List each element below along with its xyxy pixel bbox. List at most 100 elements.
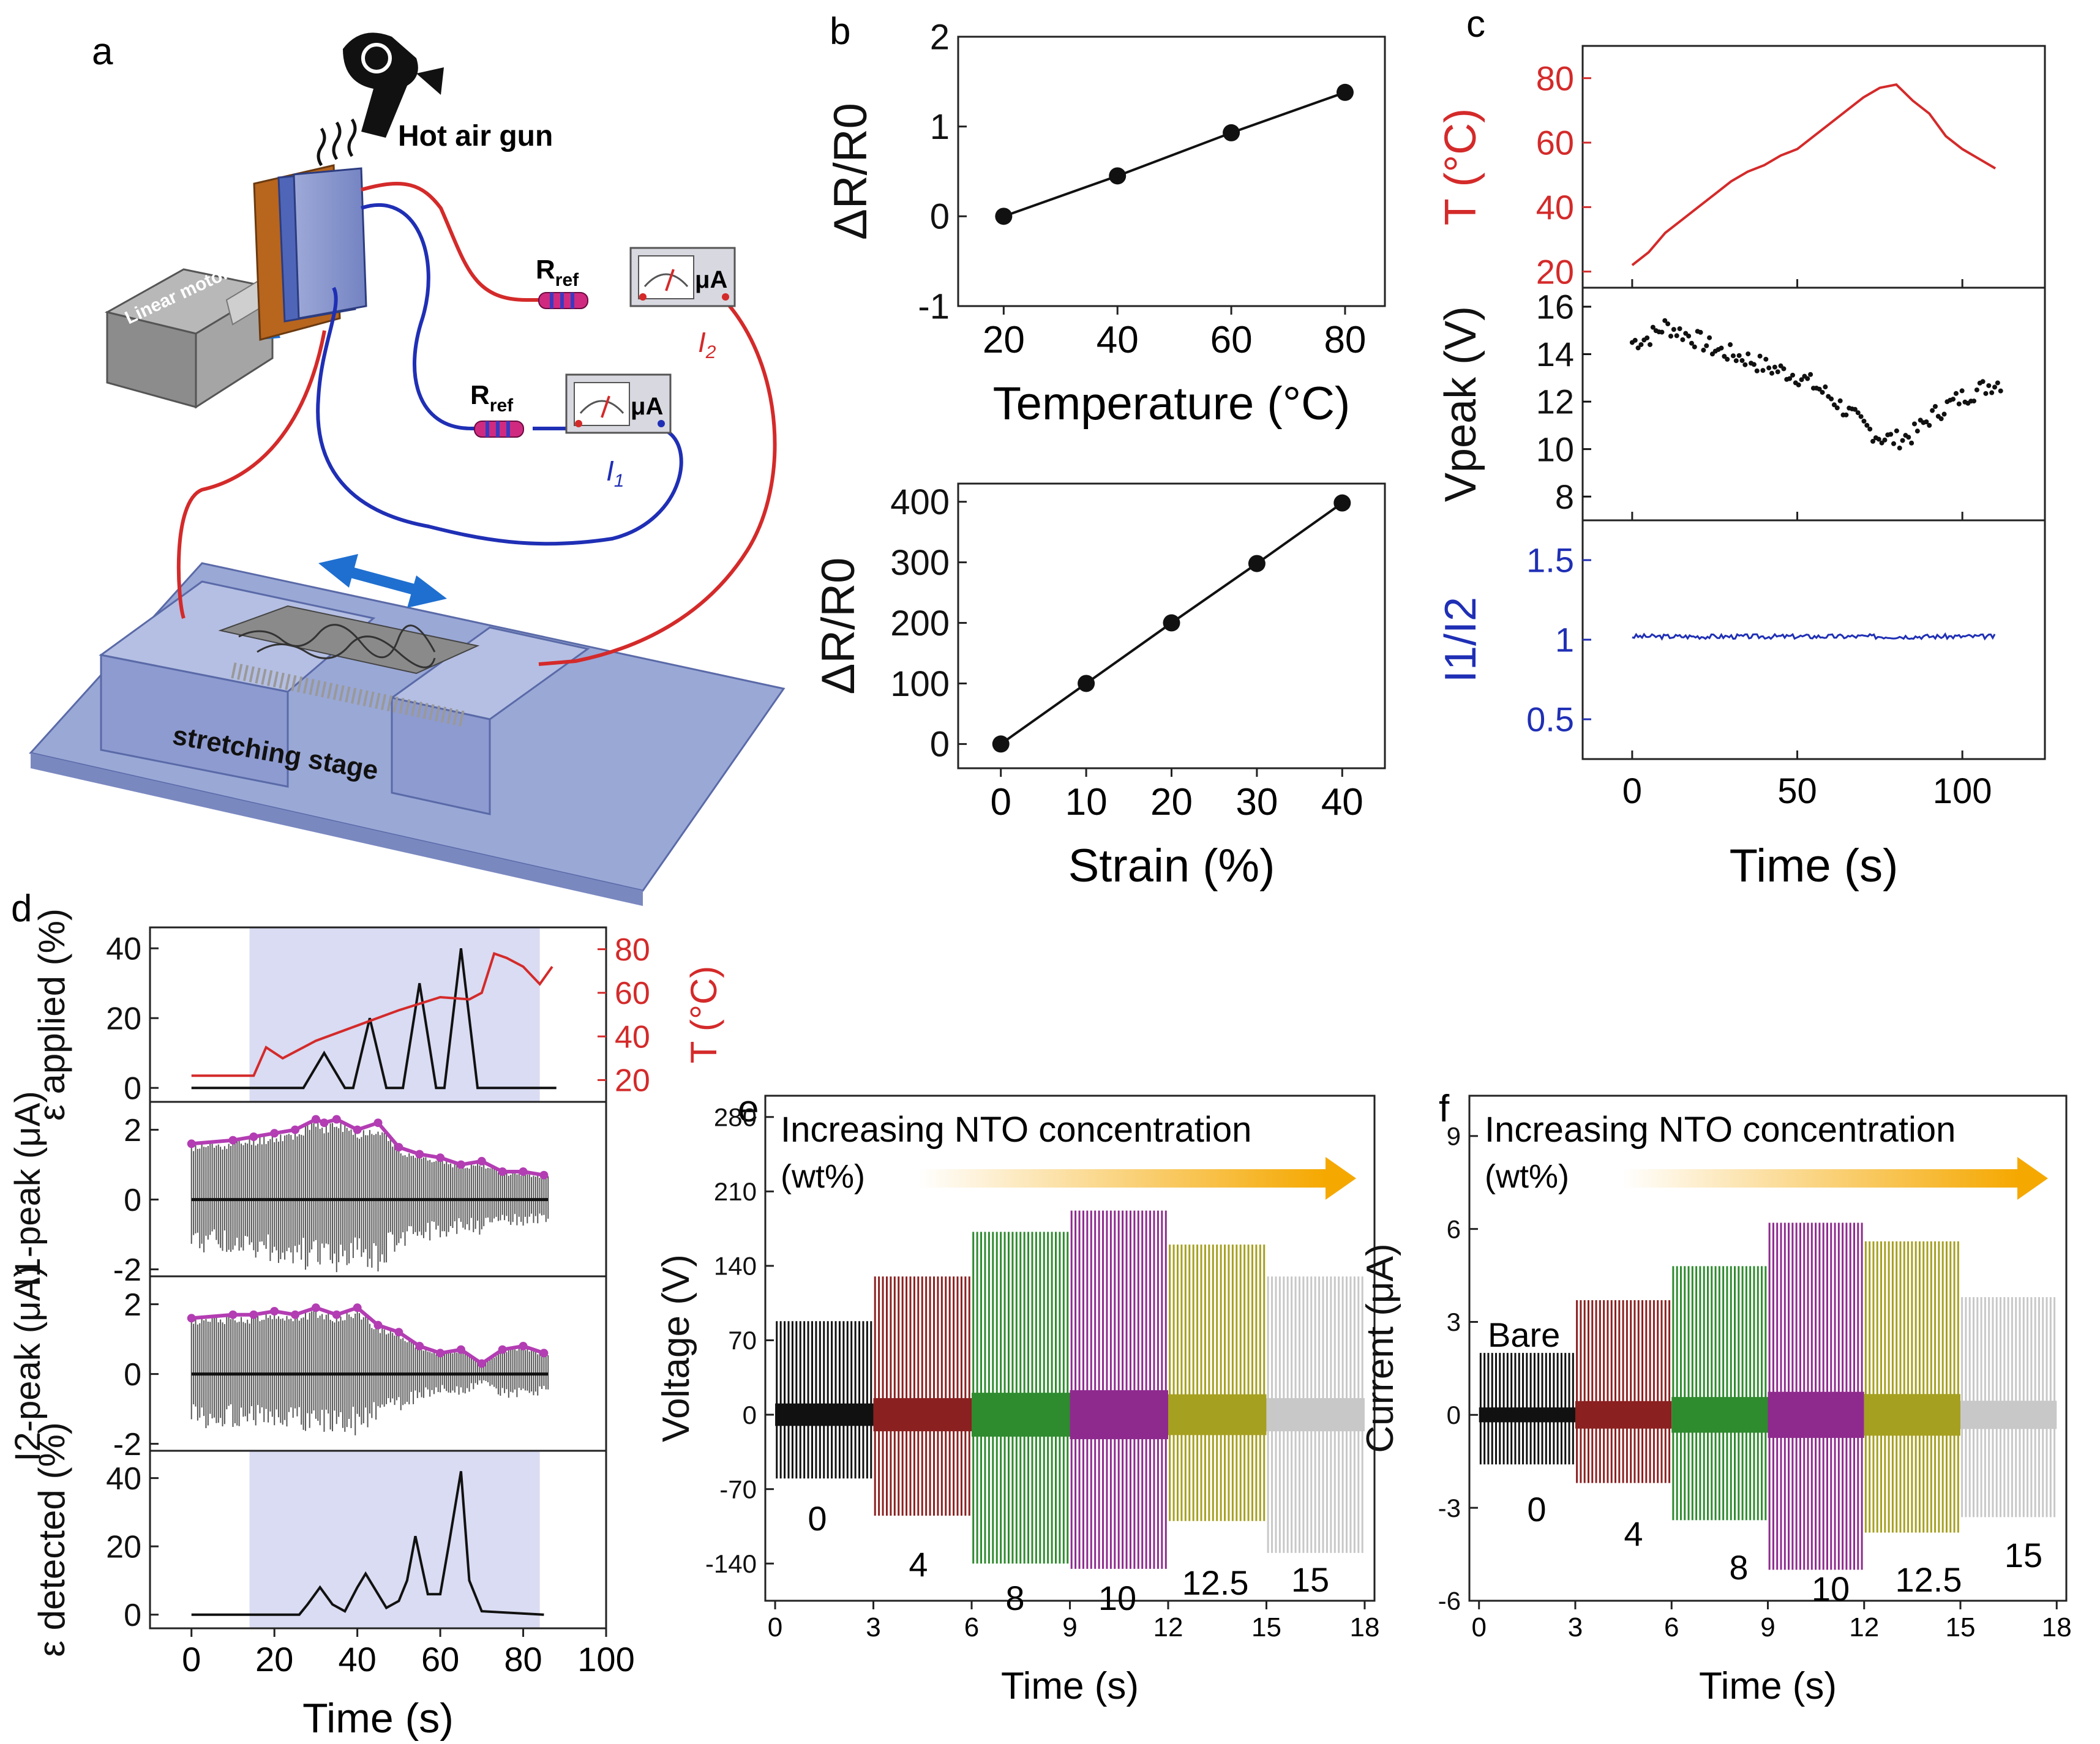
- c-vpeak-point: [1891, 441, 1897, 446]
- c-vpeak-y-tick-label: 12: [1536, 383, 1574, 421]
- e-series-label: 4: [909, 1545, 928, 1584]
- f-x-tick-label: 0: [1471, 1612, 1486, 1642]
- setup-schematic: stretching stage Linear motor Hot air gu…: [29, 32, 786, 906]
- b-top-point: [1109, 167, 1127, 185]
- panel-letter-d: d: [11, 888, 32, 930]
- e-series-label: 8: [1005, 1579, 1024, 1617]
- e-baseline-band: [1266, 1398, 1365, 1432]
- d-current-y-tick-label: 0: [124, 1357, 141, 1393]
- d-temp-y-tick-label: 60: [615, 976, 650, 1011]
- d-detected-line: [191, 1471, 544, 1616]
- c-vpeak-point: [1790, 372, 1795, 378]
- c-vpeak-point: [1644, 335, 1650, 341]
- e-y-tick-label: 0: [743, 1401, 757, 1429]
- c-vpeak-point: [1808, 372, 1813, 377]
- c-vpeak-point: [1986, 383, 1992, 388]
- c-ratio-y-tick-label: 1.5: [1526, 541, 1574, 580]
- chart-b-strain: 0 100 200 300 400 0 10 20 30 40 Strain (%) ΔR/R0: [812, 482, 1386, 892]
- c-vpeak-point: [1739, 357, 1745, 363]
- panel-letter-f: f: [1439, 1088, 1450, 1130]
- hot-air-gun-label: Hot air gun: [398, 120, 553, 152]
- c-vpeak-point: [1823, 384, 1828, 390]
- c-vpeak-point: [1680, 337, 1686, 342]
- e-x-tick-label: 15: [1251, 1612, 1281, 1642]
- d-x-tick-label: 80: [504, 1640, 542, 1679]
- c-vpeak-point: [1995, 380, 2000, 386]
- e-ylabel: Voltage (V): [655, 1254, 697, 1442]
- c-vpeak-point: [1864, 422, 1870, 428]
- e-x-tick-label: 18: [1349, 1612, 1379, 1642]
- c-vpeak-point: [1671, 327, 1676, 332]
- c-temperature-y-tick-label: 20: [1536, 252, 1574, 291]
- c-vpeak-point: [1998, 388, 2003, 394]
- e-x-tick-label: 12: [1153, 1612, 1183, 1642]
- b-bottom-y-tick-label: 0: [930, 725, 950, 765]
- c-x-tick-label: 100: [1933, 771, 1992, 811]
- plot-frame-d-detected: [149, 1450, 607, 1630]
- b-bottom-point: [1248, 555, 1266, 572]
- b-top-y-tick-label: 2: [930, 17, 950, 57]
- c-vpeak-point: [1686, 333, 1692, 339]
- f-subtitle: (wt%): [1485, 1158, 1569, 1195]
- c-vpeak-point: [1932, 403, 1938, 409]
- c-vpeak-point: [1882, 437, 1888, 443]
- f-baseline-band: [1864, 1394, 1961, 1436]
- c-vpeak-point: [1659, 329, 1665, 335]
- b-top-x-tick-label: 20: [983, 319, 1025, 361]
- i1-label: I1: [606, 455, 624, 491]
- c-vpeak-point: [1698, 329, 1703, 335]
- f-y-tick-label: 6: [1447, 1214, 1461, 1243]
- c-temperature-ylabel: T (°C): [1436, 108, 1485, 225]
- d-current-y-tick-label: 2: [124, 1113, 141, 1148]
- chart-b-temperature: -1 0 1 2 20 40 60 80 Temperature (°C) ΔR/R0: [825, 17, 1386, 430]
- b-bottom-xlabel: Strain (%): [1068, 840, 1275, 892]
- d-current-peak-line: [191, 1305, 545, 1366]
- d-current-peak-line: [191, 1117, 544, 1177]
- c-vpeak-point: [1900, 438, 1905, 443]
- e-series-label: 12.5: [1182, 1563, 1249, 1602]
- f-baseline-band: [1575, 1401, 1672, 1429]
- ammeter-i2-unit: μA: [695, 266, 727, 293]
- b-bottom-y-tick-label: 200: [890, 604, 950, 643]
- stage-left-block-front: [100, 654, 289, 788]
- f-xlabel: Time (s): [1699, 1665, 1837, 1707]
- c-vpeak-point: [1951, 397, 1956, 402]
- c-vpeak-point: [1870, 438, 1876, 444]
- c-vpeak-point: [1894, 428, 1899, 433]
- e-x-tick-label: 0: [768, 1612, 782, 1642]
- c-vpeak-point: [1736, 353, 1742, 358]
- c-vpeak-point: [1927, 422, 1932, 428]
- b-top-xlabel: Temperature (°C): [993, 378, 1351, 430]
- e-y-tick-label: -70: [719, 1475, 757, 1503]
- d-current-y-tick-label: -2: [113, 1427, 141, 1462]
- b-bottom-point: [992, 735, 1010, 753]
- b-top-point: [995, 208, 1013, 225]
- panel-letter-e: e: [738, 1088, 759, 1130]
- e-x-tick-label: 6: [964, 1612, 979, 1642]
- c-vpeak-point: [1834, 405, 1840, 411]
- e-baseline-band: [775, 1403, 874, 1426]
- panel-letter-b: b: [830, 10, 850, 53]
- chart-f: -6 -3 0 3 6 9 0 3 6 9 12 15 18 0 4 8 10 12.5 15 Increasing …: [1359, 1095, 2072, 1707]
- c-temperature-y-tick-label: 60: [1536, 124, 1574, 162]
- f-x-tick-label: 15: [1946, 1612, 1976, 1642]
- c-vpeak-point: [1817, 386, 1822, 392]
- c-vpeak-point: [1820, 389, 1825, 395]
- e-series-label: 10: [1098, 1579, 1136, 1617]
- c-vpeak-point: [1707, 335, 1712, 340]
- b-top-x-tick-label: 40: [1097, 319, 1139, 361]
- c-vpeak-point: [1799, 377, 1804, 383]
- c-vpeak-point: [1692, 344, 1697, 350]
- c-vpeak-ylabel: Vpeak (V): [1436, 306, 1485, 502]
- f-baseline-band: [1768, 1391, 1864, 1438]
- c-vpeak-point: [1719, 345, 1724, 351]
- c-temperature-y-tick-label: 80: [1536, 59, 1574, 97]
- c-vpeak-point: [1757, 353, 1763, 359]
- c-vpeak-y-tick-label: 10: [1536, 430, 1574, 468]
- f-y-tick-label: -6: [1438, 1587, 1461, 1615]
- d-temp-line: [191, 952, 553, 1077]
- d-current-y-tick-label: -2: [113, 1252, 141, 1288]
- c-ratio-ylabel: I1/I2: [1436, 597, 1485, 683]
